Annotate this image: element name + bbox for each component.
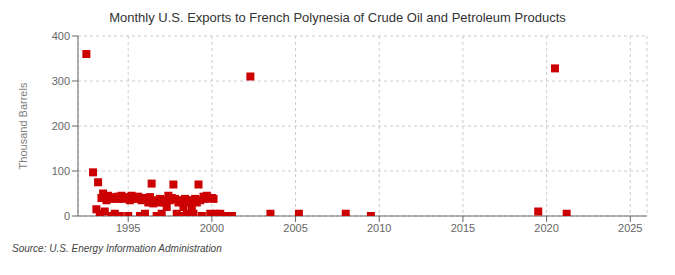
html-text:Monthly U.S. Exports to French: Monthly U.S. Exports to French Polynesia… [109, 10, 566, 25]
svg-text:100: 100 [52, 165, 70, 177]
svg-text:2015: 2015 [451, 222, 475, 234]
svg-text:400: 400 [52, 30, 70, 42]
svg-text:1995: 1995 [116, 222, 140, 234]
svg-text:200: 200 [52, 120, 70, 132]
svg-text:2005: 2005 [283, 222, 307, 234]
svg-text:2000: 2000 [200, 222, 224, 234]
svg-text:Thousand Barrels: Thousand Barrels [17, 82, 29, 169]
svg-text:0: 0 [64, 210, 70, 222]
svg-text:2025: 2025 [618, 222, 642, 234]
svg-text:2010: 2010 [367, 222, 391, 234]
svg-text:300: 300 [52, 75, 70, 87]
html-text:Source: U.S. Energy Informatio: Source: U.S. Energy Information Administ… [12, 243, 222, 254]
svg-text:2020: 2020 [534, 222, 558, 234]
